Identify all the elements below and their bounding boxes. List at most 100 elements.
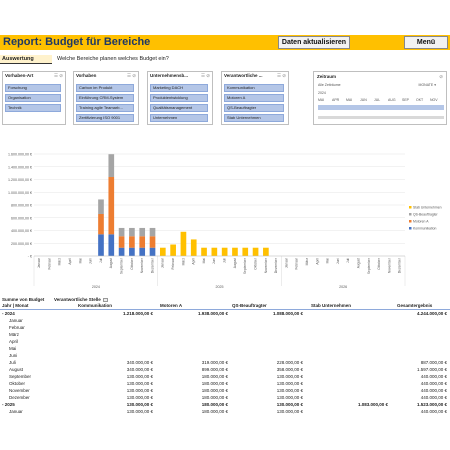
cell-value: 319.000,00 € [201, 359, 228, 365]
slicer-title: Vorhaben [76, 73, 97, 78]
x-tick-label: Juli [346, 258, 350, 263]
timeline-month[interactable]: MAI [318, 98, 325, 102]
timeline-month[interactable]: NOV [430, 98, 438, 102]
bar-segment [252, 247, 259, 256]
timeline-level-dropdown[interactable]: MONATE ▾ [418, 83, 436, 87]
timeline-month[interactable]: OKT [416, 98, 424, 102]
timeline-slicer: Zeitraum ⊘ Alle Zeiträume MONATE ▾ 2024 … [313, 71, 447, 125]
x-tick-label: Januar [37, 257, 41, 268]
row-label: Juni [9, 352, 18, 358]
x-tick-label: Oktober [130, 257, 134, 270]
cell-value: 1.083.000,00 € [357, 401, 388, 407]
clear-filter-icon[interactable]: ⊘ [439, 74, 443, 79]
timeline-scrollbar[interactable] [318, 116, 444, 119]
cell-value: 130.000,00 € [276, 394, 303, 400]
x-tick-label: März [305, 258, 309, 266]
cell-value: 180.000,00 € [201, 394, 228, 400]
timeline-title: Zeitraum [317, 74, 337, 79]
cell-value: 1.597.000,00 € [416, 366, 447, 372]
cell-value: 130.000,00 € [126, 380, 153, 386]
timeline-month[interactable]: JUN [360, 98, 367, 102]
year-group-label: 2025 [216, 285, 224, 289]
cell-value: 440.000,00 € [420, 394, 447, 400]
col-header: Gesamtergebnis [397, 303, 433, 309]
x-tick-label: Mai [202, 258, 206, 264]
pivot-year-row[interactable]: - 2024 1.218.000,00 € 1.938.000,00 € 1.088.… [0, 311, 450, 317]
clear-filter-icon[interactable]: ☰ ⊘ [53, 73, 63, 78]
slicer-item-crm[interactable]: Einführung CRM-System [76, 94, 134, 102]
cell-value: 358.000,00 € [276, 366, 303, 372]
x-tick-label: Dezember [398, 257, 402, 273]
refresh-data-button[interactable]: Daten aktualisieren [278, 36, 350, 49]
row-label: Januar [9, 317, 23, 323]
slicer-item-iso[interactable]: Zertifizierung ISO 9001 [76, 114, 134, 122]
clear-filter-icon[interactable]: ☰ ⊘ [276, 73, 286, 78]
table-row: Februar [0, 325, 450, 331]
cell-value: 440.000,00 € [420, 408, 447, 414]
evaluation-tab[interactable]: Auswertung [0, 55, 52, 64]
slicer-item-kommunikation[interactable]: Kommunikation [224, 84, 284, 92]
x-tick-label: Juni [336, 258, 340, 264]
legend-swatch [409, 227, 412, 230]
slicer-item-forschung[interactable]: Forschung [5, 84, 61, 92]
slicer-item-carbon[interactable]: Carbon im Produkt [76, 84, 134, 92]
cell-value: 440.000,00 € [420, 373, 447, 379]
pivot-year-row[interactable]: - 2025 130.000,00 € 180.000,00 € 130.000,00… [0, 402, 450, 408]
x-tick-label: August [233, 258, 237, 268]
x-tick-label: November [140, 257, 144, 273]
timeline-months: MAI APR MAI JUN JUL AUG SEP OKT NOV [318, 98, 444, 104]
cell-value: 1.218.000,00 € [122, 310, 153, 316]
timeline-month[interactable]: SEP [402, 98, 410, 102]
cell-value: 130.000,00 € [276, 387, 303, 393]
slicer-item-training[interactable]: Training agile Teamarb... [76, 104, 134, 112]
slicer-item-unternehmen[interactable]: Unternehmen [150, 114, 208, 122]
y-tick-label: 1.400.000,00 € [8, 165, 32, 169]
timeline-month[interactable]: MAI [346, 98, 353, 102]
row-label: Februar [9, 324, 25, 330]
col-header: QS-Beauftragter [232, 303, 267, 309]
slicer-title: Unternehmensb... [150, 73, 189, 78]
x-tick-label: Juni [212, 258, 216, 264]
filter-dropdown-icon[interactable] [102, 297, 108, 302]
x-tick-label: Februar [295, 257, 299, 269]
bar-segment [98, 213, 104, 235]
slicer-item-motoren[interactable]: Motoren A [224, 94, 284, 102]
timeline-month[interactable]: APR [332, 98, 340, 102]
cell-value: 130.000,00 € [276, 380, 303, 386]
slicer-item-stab[interactable]: Stab Unternehmen [224, 114, 284, 122]
menu-button[interactable]: Menü [404, 36, 448, 49]
bar-segment [108, 154, 115, 178]
slicer-item-technik[interactable]: Technik [5, 104, 61, 112]
table-row: Oktober 130.000,00 € 180.000,00 € 130.000,0… [0, 381, 450, 387]
x-tick-label: Dezember [274, 257, 278, 273]
pivot-column-field[interactable]: Verantwortliche Stelle [54, 297, 108, 303]
x-tick-label: September [119, 257, 123, 274]
slicer-item-produktentwicklung[interactable]: Produktentwicklung [150, 94, 208, 102]
cell-value: 180.000,00 € [201, 373, 228, 379]
cell-value: 1.938.000,00 € [197, 310, 228, 316]
x-tick-label: Mai [326, 258, 330, 264]
x-tick-label: Mai [78, 258, 82, 264]
timeline-month[interactable]: AUG [388, 98, 396, 102]
cell-value: 130.000,00 € [126, 401, 153, 407]
slicer-item-marketing[interactable]: Marketing DACH [150, 84, 208, 92]
bar-segment [201, 247, 207, 256]
pivot-row-field[interactable]: Jahr | Monat [2, 303, 29, 309]
row-label: Januar [9, 408, 23, 414]
slicer-item-organisation[interactable]: Organisation [5, 94, 61, 102]
clear-filter-icon[interactable]: ☰ ⊘ [126, 73, 136, 78]
x-tick-label: April [192, 258, 196, 265]
table-row: April [0, 339, 450, 345]
clear-filter-icon[interactable]: ☰ ⊘ [200, 73, 210, 78]
row-label: Juli [9, 359, 16, 365]
timeline-subtitle: Alle Zeiträume [318, 83, 341, 87]
timeline-selection-bar[interactable] [318, 105, 444, 110]
timeline-month[interactable]: JUL [374, 98, 381, 102]
slicer-item-qs[interactable]: QS-Beauftragter [224, 104, 284, 112]
bar-segment [129, 236, 135, 248]
x-tick-label: Juli [223, 258, 227, 263]
cell-value: 130.000,00 € [276, 408, 303, 414]
legend-entry: Stab Unternehmen [413, 206, 442, 210]
slicer-item-qualitaet[interactable]: Qualitätsmanagement [150, 104, 208, 112]
x-tick-label: September [367, 257, 371, 274]
